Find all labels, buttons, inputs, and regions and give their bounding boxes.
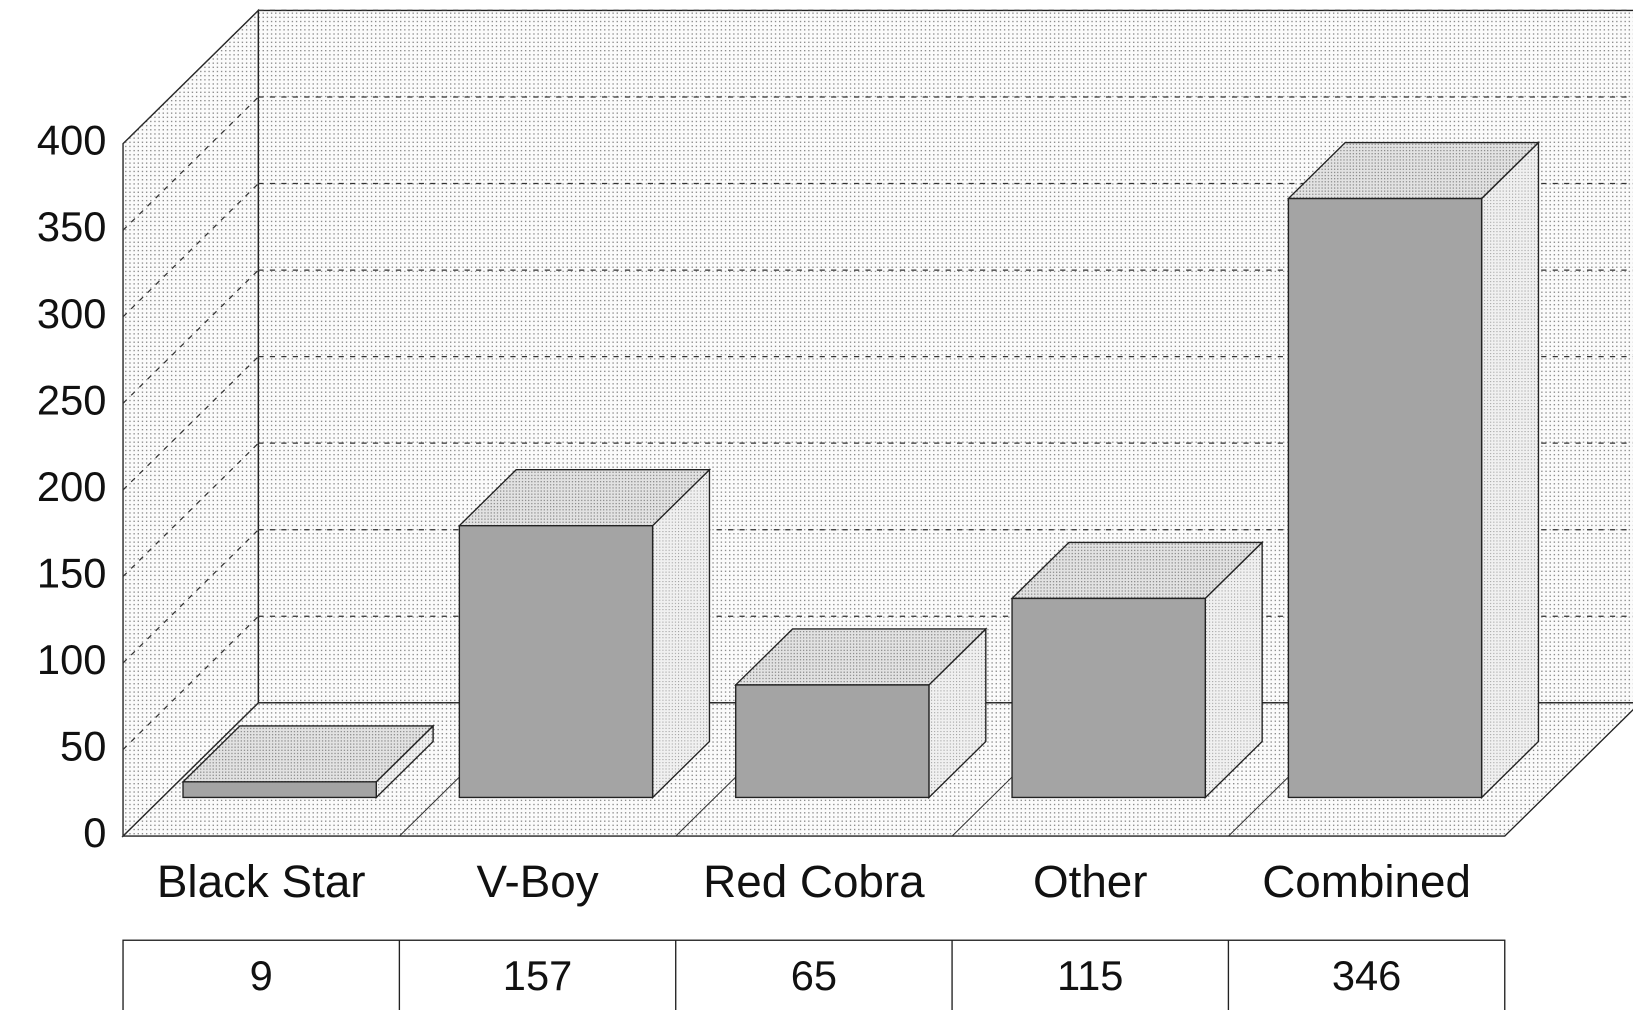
y-tick-label: 300: [37, 290, 106, 337]
grid-line: [122, 96, 259, 231]
y-tick-label: 100: [37, 636, 106, 683]
bar: [458, 525, 654, 799]
x-tick-label: V-Boy: [476, 856, 598, 907]
grid-line: [122, 529, 259, 664]
x-tick-label: Black Star: [157, 856, 366, 907]
table-value: 346: [1332, 952, 1401, 999]
grid-line: [122, 615, 259, 751]
table-value: 9: [250, 952, 273, 999]
y-tick-label: 350: [37, 203, 106, 250]
plot: 0 50 100 150 200 250 300 350 400 Black Star 9 V-Boy…: [37, 8, 1633, 1010]
y-tick-label: 250: [37, 376, 106, 423]
x-tick-label: Red Cobra: [703, 856, 925, 907]
bar: [1287, 197, 1483, 799]
y-tick-label: 0: [83, 809, 106, 856]
y-tick-label: 150: [37, 549, 106, 596]
grid-line: [122, 183, 259, 318]
bar: [735, 684, 930, 799]
x-tick-label: Other: [1033, 856, 1148, 907]
grid-line: [122, 356, 259, 491]
grid-line: [122, 702, 259, 837]
grid-line: [122, 9, 259, 145]
grid-line: [122, 442, 259, 577]
y-tick-label: 200: [37, 463, 106, 510]
table-value: 115: [1057, 952, 1123, 999]
data-table: [122, 939, 1506, 1010]
bar: [1011, 597, 1206, 799]
bar: [182, 781, 377, 799]
y-tick-label: 50: [60, 723, 106, 770]
table-value: 65: [791, 952, 837, 999]
x-tick-label: Combined: [1262, 856, 1471, 907]
grid-line: [122, 269, 259, 404]
table-value: 157: [503, 952, 572, 999]
bar-side: [651, 468, 711, 800]
y-tick-label: 400: [37, 117, 106, 164]
bar-side: [1480, 140, 1540, 800]
